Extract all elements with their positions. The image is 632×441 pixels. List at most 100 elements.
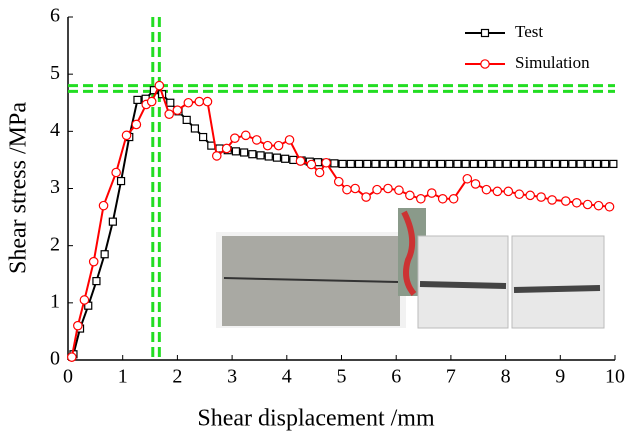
data-point [525, 190, 536, 201]
data-point [437, 193, 448, 204]
data-point [264, 152, 273, 161]
data-point [469, 159, 478, 169]
data-point [547, 195, 557, 205]
data-point [372, 184, 382, 195]
data-point [379, 159, 388, 169]
data-point [164, 109, 174, 119]
data-point [281, 154, 290, 163]
data-point [462, 173, 473, 184]
data-point [584, 159, 593, 169]
data-point [601, 159, 610, 169]
y-tick-label: 4 [50, 119, 60, 141]
data-point [342, 184, 352, 195]
data-point [354, 159, 364, 169]
data-point [543, 159, 552, 169]
data-point [371, 159, 380, 169]
data-point [536, 192, 546, 202]
data-point [211, 151, 222, 161]
data-point [133, 95, 142, 104]
data-point [477, 159, 487, 169]
legend-label: Test [515, 22, 543, 41]
inset-photo [216, 208, 605, 329]
x-tick-label: 9 [555, 366, 565, 388]
data-point [494, 159, 503, 169]
data-point [314, 167, 325, 178]
data-point [510, 159, 519, 169]
data-point [251, 135, 262, 145]
data-point [470, 179, 481, 189]
data-point [492, 186, 503, 197]
data-point [330, 159, 339, 168]
data-point [306, 159, 317, 170]
data-point [111, 167, 121, 178]
data-point [551, 159, 561, 169]
x-tick-label: 8 [501, 366, 511, 388]
x-tick-label: 3 [227, 366, 237, 388]
data-point [593, 200, 604, 211]
data-point [256, 151, 265, 160]
data-point [426, 188, 437, 198]
data-point [240, 130, 251, 141]
legend-marker [480, 59, 490, 69]
data-point [194, 96, 205, 107]
data-point [383, 183, 393, 194]
data-point [436, 159, 446, 169]
data-point [100, 250, 109, 259]
data-point [131, 119, 142, 130]
data-point [92, 277, 101, 286]
y-tick-label: 2 [50, 233, 60, 255]
y-tick-label: 1 [50, 290, 60, 312]
y-tick-label: 0 [50, 348, 60, 370]
data-point [361, 192, 371, 202]
data-point [560, 196, 571, 206]
data-point [568, 159, 577, 169]
legend-label: Simulation [515, 53, 590, 72]
data-point [416, 193, 426, 204]
data-point [183, 97, 194, 108]
data-point [609, 159, 618, 169]
data-point [527, 159, 536, 169]
data-point [79, 295, 90, 305]
data-point [67, 352, 77, 362]
y-tick-label: 5 [50, 62, 60, 84]
data-point [350, 183, 360, 194]
data-point [481, 184, 492, 195]
data-point [338, 159, 347, 169]
data-point [182, 115, 191, 125]
x-tick-label: 10 [605, 366, 625, 388]
data-point [230, 133, 240, 143]
x-tick-label: 5 [337, 366, 347, 388]
data-point [519, 159, 528, 169]
data-point [394, 185, 404, 196]
y-tick-label: 3 [50, 176, 60, 198]
data-point [321, 157, 331, 168]
data-point [503, 186, 514, 197]
data-point [576, 159, 585, 169]
data-point [346, 159, 355, 169]
data-point [273, 140, 284, 151]
data-point [514, 189, 525, 200]
data-point [486, 159, 495, 169]
data-point [262, 140, 273, 151]
legend-marker [480, 28, 490, 38]
data-point [582, 199, 593, 210]
data-point [272, 153, 282, 162]
data-point [146, 96, 157, 107]
data-point [387, 159, 396, 169]
x-tick-label: 6 [391, 366, 401, 388]
data-point [231, 147, 241, 156]
data-point [98, 200, 109, 211]
data-point [295, 156, 306, 166]
data-point [445, 159, 454, 169]
data-point [240, 148, 249, 157]
data-point [172, 105, 183, 115]
x-tick-label: 7 [446, 366, 456, 388]
data-point [502, 159, 511, 169]
x-tick-label: 1 [118, 366, 128, 388]
data-point [395, 159, 405, 169]
data-point [166, 98, 175, 107]
data-point [363, 159, 372, 169]
y-axis-label: Shear stress /MPa [6, 102, 32, 274]
